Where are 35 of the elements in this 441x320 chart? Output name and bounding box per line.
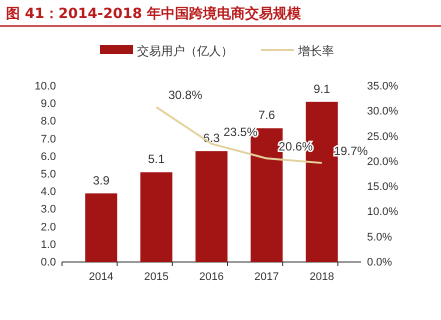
x-tick-label: 2018 — [310, 270, 334, 283]
y-tick-label: 1.0 — [40, 238, 56, 251]
y-tick-label: 0.0 — [40, 256, 56, 269]
bar — [196, 151, 228, 262]
y2-tick-label: 30.0% — [367, 106, 398, 118]
x-tick-label: 2017 — [254, 270, 279, 283]
data-label: 5.1 — [148, 152, 165, 166]
bar — [140, 172, 172, 262]
legend-label: 增长率 — [297, 44, 334, 58]
y2-tick-label: 25.0% — [367, 130, 398, 143]
y2-tick-label: 35.0% — [367, 80, 398, 93]
x-tick-label: 2016 — [199, 270, 224, 283]
y2-tick-label: 20.0% — [367, 156, 398, 168]
y-tick-label: 6.0 — [40, 150, 56, 163]
data-label: 30.8% — [168, 88, 203, 102]
y-tick-label: 9.0 — [40, 98, 56, 110]
bar — [85, 193, 118, 262]
data-label: 7.6 — [258, 108, 276, 122]
y-tick-label: 8.0 — [40, 116, 56, 128]
y-tick-label: 2.0 — [40, 221, 56, 234]
data-label: 3.9 — [92, 173, 110, 188]
chart-title: 图 41：2014-2018 年中国跨境电商交易规模 — [6, 5, 302, 22]
x-tick-label: 2014 — [88, 270, 114, 283]
data-label: 9.1 — [313, 82, 330, 96]
y2-tick-label: 10.0% — [367, 206, 398, 218]
y-tick-label: 4.0 — [40, 186, 56, 198]
y2-tick-label: 0.0% — [367, 256, 392, 269]
y2-tick-label: 5.0% — [367, 231, 392, 244]
y-tick-label: 5.0 — [40, 168, 56, 181]
y-tick-label: 3.0 — [40, 204, 56, 216]
legend-label: 交易用户（亿人） — [137, 44, 233, 58]
y2-tick-label: 15.0% — [367, 181, 398, 194]
y-tick-label: 7.0 — [40, 133, 56, 146]
x-tick-label: 2015 — [144, 270, 169, 283]
y-tick-label: 10.0 — [34, 80, 56, 93]
